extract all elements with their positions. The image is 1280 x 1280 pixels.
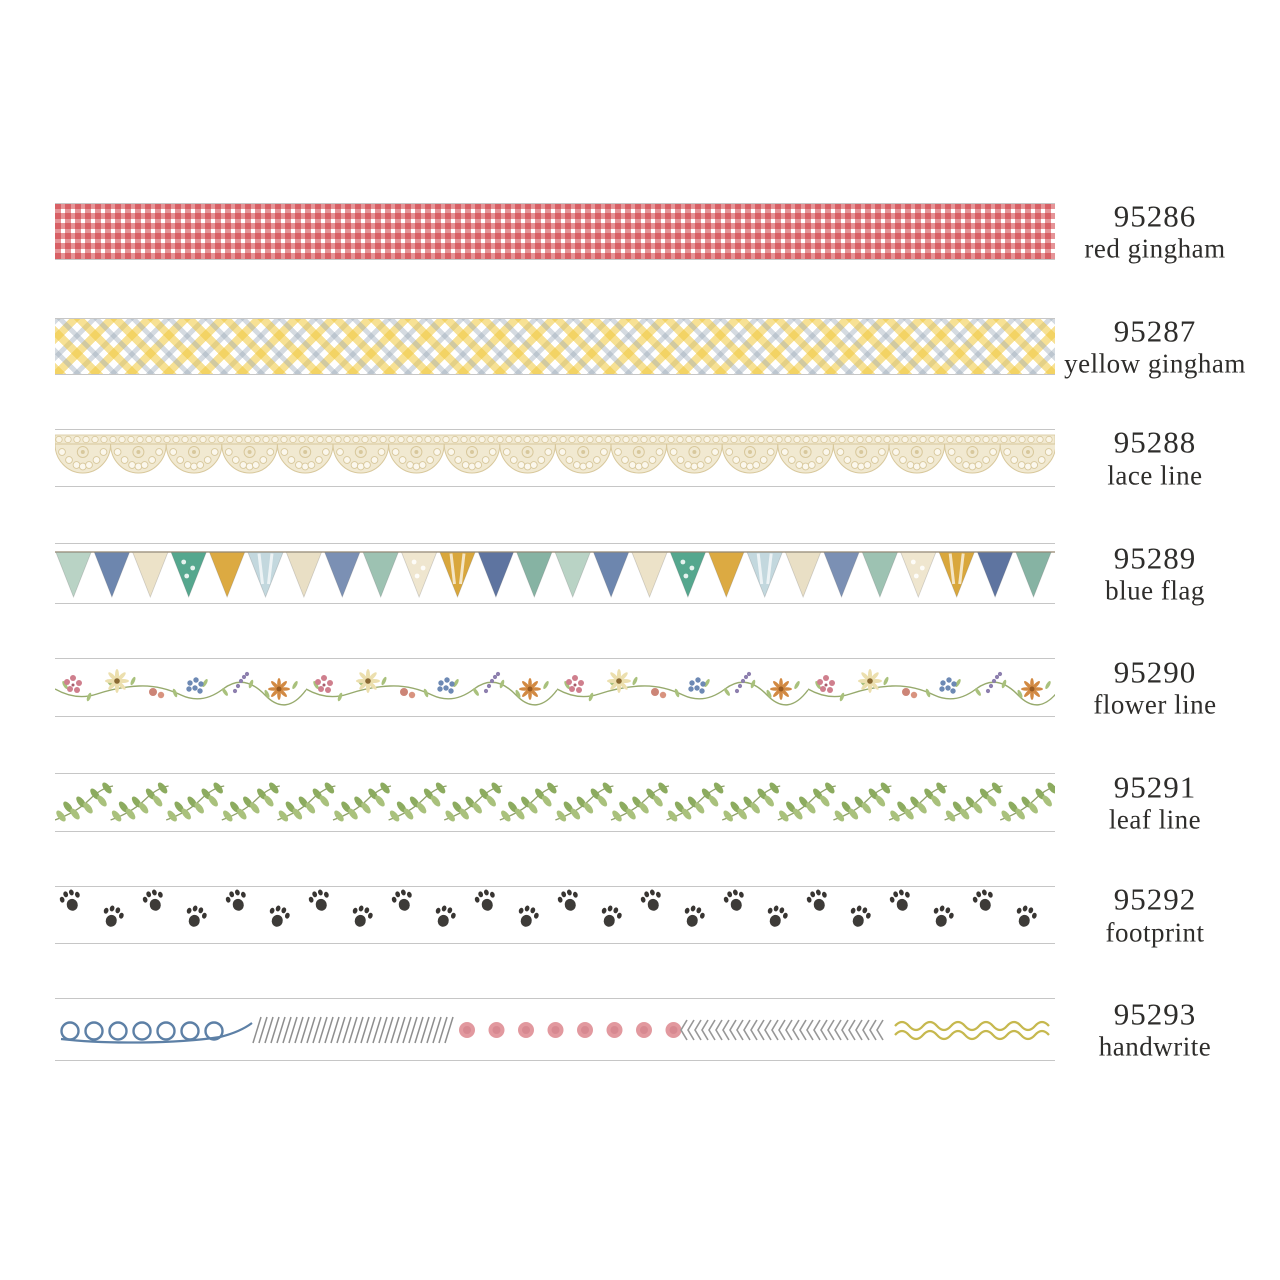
item-name: flower line	[1093, 689, 1217, 720]
tape-row: 95287 yellow gingham	[0, 313, 1280, 379]
item-name: lace line	[1107, 460, 1203, 491]
item-code: 95292	[1113, 881, 1197, 917]
item-name: red gingham	[1084, 233, 1226, 264]
item-code: 95289	[1113, 540, 1197, 576]
item-name: leaf line	[1108, 804, 1202, 835]
tape-yellow-gingham-swatch	[55, 318, 1055, 375]
tape-label: 95288 lace line	[1055, 425, 1255, 492]
flower-vine-graphic	[55, 669, 1055, 706]
item-code: 95293	[1113, 996, 1197, 1032]
tape-lace-swatch	[55, 429, 1055, 487]
tape-label: 95291 leaf line	[1055, 769, 1255, 836]
tape-row: 95289 blue flag	[0, 540, 1280, 607]
tape-label: 95290 flower line	[1055, 654, 1255, 721]
item-name: yellow gingham	[1064, 348, 1246, 379]
tape-row: 95286 red gingham	[0, 198, 1280, 264]
item-code: 95287	[1113, 313, 1197, 349]
tape-label: 95289 blue flag	[1055, 540, 1255, 607]
tape-label: 95293 handwrite	[1055, 996, 1255, 1063]
item-code: 95291	[1113, 769, 1197, 805]
tape-flag-swatch	[55, 543, 1055, 604]
tape-label: 95286 red gingham	[1055, 198, 1255, 265]
tape-handwrite-swatch	[55, 998, 1055, 1061]
handwrite-doodles-graphic	[60, 1016, 1050, 1044]
tape-red-gingham-swatch	[55, 203, 1055, 260]
tape-label: 95287 yellow gingham	[1055, 313, 1255, 380]
tape-label: 95292 footprint	[1055, 882, 1255, 949]
tape-footprint-swatch	[55, 886, 1055, 944]
item-code: 95290	[1113, 654, 1197, 690]
item-name: footprint	[1105, 917, 1205, 948]
tape-row: 95288 lace line	[0, 425, 1280, 490]
tape-row: 95292 footprint	[0, 882, 1280, 947]
item-code: 95286	[1113, 198, 1197, 234]
paw-prints-graphic	[59, 889, 1037, 927]
tape-flower-swatch	[55, 658, 1055, 717]
tape-row: 95290 flower line	[0, 654, 1280, 720]
item-code: 95288	[1113, 424, 1197, 460]
tape-row: 95291 leaf line	[0, 769, 1280, 835]
bunting-flags-graphic	[55, 551, 1055, 599]
leaf-vine-graphic	[55, 782, 1055, 822]
item-name: handwrite	[1098, 1031, 1212, 1062]
item-name: blue flag	[1105, 575, 1205, 606]
tape-leaf-swatch	[55, 773, 1055, 832]
lace-pattern-graphic	[55, 434, 1055, 474]
tape-row: 95293 handwrite	[0, 996, 1280, 1063]
